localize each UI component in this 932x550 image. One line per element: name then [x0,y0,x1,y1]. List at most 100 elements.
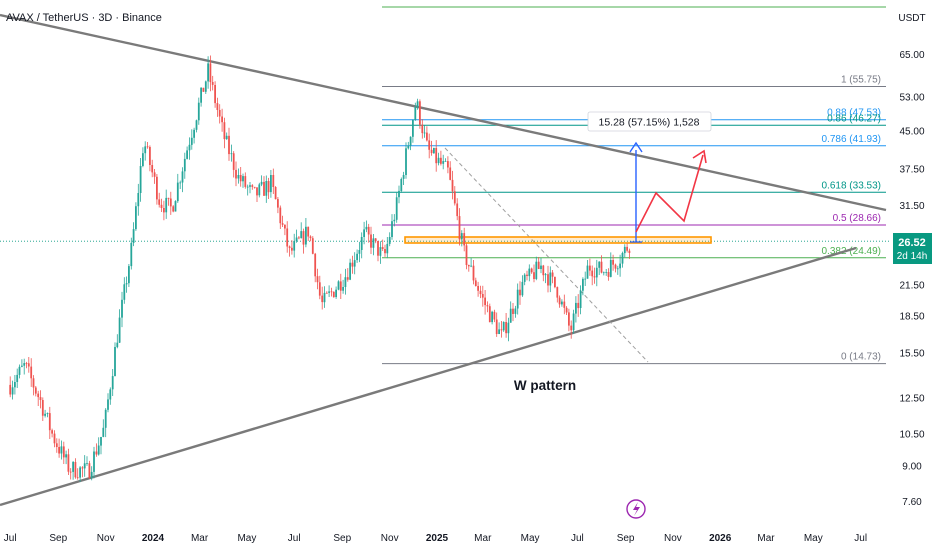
candle [32,375,35,396]
candle [74,458,77,479]
x-tick-label: May [804,533,823,544]
y-tick-label: 9.00 [902,462,922,473]
descending-trendline[interactable] [0,13,887,212]
y-tick-label: 7.60 [902,497,922,508]
y-tick-label: 53.00 [899,93,924,104]
lightning-icon[interactable] [626,499,646,519]
candle [451,170,454,200]
candle [426,126,428,142]
candle [86,456,88,466]
candle [16,368,19,388]
candle [135,202,137,231]
candle [67,448,70,475]
candle [530,267,533,274]
candle [114,342,116,377]
candle [93,446,95,479]
candle [216,97,219,117]
x-tick-label: Nov [381,533,399,544]
candle [277,197,279,214]
candle [249,182,251,194]
x-tick-label: Nov [664,533,682,544]
candle [460,230,463,247]
candle [137,183,140,216]
candle [25,361,28,369]
candle [440,150,442,166]
candle [393,214,396,227]
candle [621,251,624,268]
candle [237,168,240,184]
candle [626,243,628,253]
fib-label-1: 1 (55.75) [841,75,881,86]
fib-label-0.88: 0.88 (47.53) [827,108,881,119]
candle [246,184,249,196]
candle [267,177,270,199]
candle [95,443,98,457]
candle [491,310,493,325]
candle [142,147,144,168]
x-tick-label: May [521,533,540,544]
candle [521,275,524,297]
candle [384,244,386,257]
candle [616,265,619,275]
candle [69,468,72,480]
resistance-zone[interactable] [404,236,712,244]
candle [23,358,26,375]
candle [554,276,556,289]
candle [370,226,372,254]
candle [556,286,559,303]
candle [288,245,291,257]
candle [428,133,431,159]
time-axis[interactable]: Jul Sep Nov 2024 Mar May Jul Sep Nov 2025 Mar May Ju… [0,524,932,550]
candle [160,198,163,212]
candle [97,437,100,456]
candle [593,267,596,284]
candle [463,227,466,252]
candle [225,132,228,140]
candle [109,387,112,405]
y-tick-label: 18.50 [899,312,924,323]
candle [316,268,319,290]
candle [526,270,528,281]
candle [398,185,400,204]
candle [263,176,265,196]
x-tick-label: 2026 [709,533,732,544]
candle [600,255,603,274]
candle [44,409,46,418]
x-tick-label: Jul [571,533,584,544]
y-tick-label: 21.50 [899,280,924,291]
candle [232,151,235,178]
y-tick-label: 37.50 [899,165,924,176]
candle [584,271,587,286]
candle [346,268,349,282]
candle [449,161,452,181]
candle [279,205,282,229]
x-tick-label: Mar [474,533,492,544]
fib-label-0.618: 0.618 (33.53) [822,180,882,191]
candle [542,264,545,282]
candle [325,291,328,294]
ascending-trendline[interactable] [0,246,857,507]
candle [223,117,226,149]
dashed-trendline[interactable] [444,147,649,363]
candle [498,322,500,335]
x-tick-label: Sep [49,533,67,544]
candle [251,184,254,190]
projection-arrow-head [692,149,707,164]
candle [486,301,489,313]
candle [395,192,398,223]
candle [153,169,156,184]
candle [381,239,384,251]
candle [572,309,575,334]
candle [139,158,142,202]
candle [34,386,37,397]
projection-path[interactable] [635,154,704,233]
candle [495,312,498,337]
candle [537,257,540,270]
candle [253,186,256,189]
candle [125,276,128,293]
candle [547,265,549,293]
candle [598,261,601,275]
measure-label-box [587,111,712,132]
candle [528,264,531,282]
